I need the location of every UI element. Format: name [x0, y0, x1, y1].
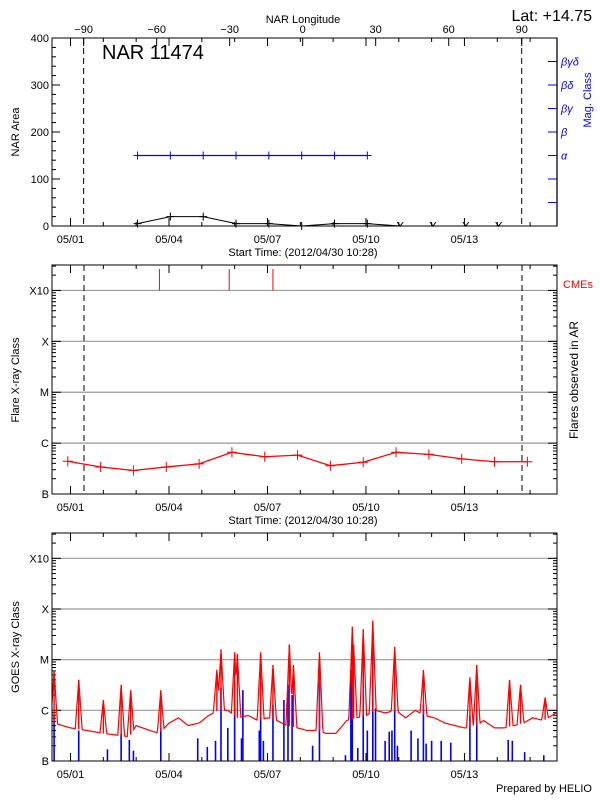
- y-tick-label: 100: [31, 174, 49, 186]
- y-tick-label: M: [40, 655, 49, 667]
- mag-tick-label: β: [560, 127, 568, 139]
- mag-class-point: [297, 151, 306, 160]
- mag-tick-label: βγδ: [560, 57, 580, 69]
- x-tick-label: 05/10: [352, 502, 380, 514]
- area-point: [297, 222, 306, 230]
- flare-point: [358, 457, 369, 468]
- goes-xray-panel: 05/01 05/04 05/07 05/10 05/13 B C M X X10 GOES X-r…: [10, 532, 558, 781]
- flare-point: [423, 449, 434, 460]
- y-tick-label: C: [41, 705, 49, 717]
- mag-class-point: [232, 151, 241, 160]
- x-tick-label: 05/10: [352, 769, 380, 781]
- flare-point: [259, 451, 270, 462]
- flare-point: [161, 461, 172, 472]
- y-tick-label: X: [42, 336, 50, 348]
- area-point: [232, 219, 241, 228]
- area-line: [137, 216, 499, 227]
- lon-tick-label: 0: [300, 24, 306, 36]
- plot-frame: [51, 37, 558, 227]
- area-point: [166, 212, 175, 221]
- mag-tick-label: βδ: [560, 80, 574, 92]
- lon-tick-label: 90: [516, 24, 528, 36]
- y-tick-label: 300: [31, 80, 49, 92]
- x-tick-label: 05/04: [155, 234, 183, 246]
- mag-class-point: [363, 151, 372, 160]
- area-point: [396, 221, 404, 227]
- x-tick-label: 05/04: [155, 769, 183, 781]
- x-tick-label: 05/07: [254, 502, 282, 514]
- mag-tick-label: α: [561, 151, 568, 163]
- mag-class-point: [330, 151, 339, 160]
- lon-tick-label: −30: [220, 24, 239, 36]
- x-tick-label: 05/07: [254, 769, 282, 781]
- mag-class-point: [199, 151, 208, 160]
- y-tick-label: 0: [43, 221, 49, 233]
- y-tick-label: B: [42, 756, 49, 768]
- x-tick-label: 05/01: [57, 234, 85, 246]
- lat-label: Lat: +14.75: [511, 8, 592, 25]
- flare-point: [128, 465, 139, 476]
- area-point: [133, 219, 142, 228]
- mag-class-point: [166, 151, 175, 160]
- x-tick-label: 05/04: [155, 502, 183, 514]
- mag-class-point: [133, 151, 142, 160]
- y-axis-title: Flare X-ray Class: [10, 337, 22, 422]
- flare-class-panel: 05/01 05/04 05/07 05/10 05/13 Start Time: (20…: [10, 264, 593, 527]
- area-point: [264, 219, 273, 228]
- x-tick-label: 05/01: [57, 502, 85, 514]
- lon-axis-title: NAR Longitude: [266, 14, 341, 26]
- y-tick-label: X: [42, 604, 50, 616]
- flare-point: [226, 447, 237, 458]
- region-title: NAR 11474: [102, 42, 204, 64]
- area-point: [429, 221, 437, 227]
- y-tick-label: X10: [29, 553, 49, 565]
- mag-class-point: [264, 151, 273, 160]
- prepared-by-label: Prepared by HELIO: [496, 783, 592, 795]
- flare-point: [489, 456, 500, 467]
- plot-frame: [51, 532, 558, 762]
- flare-point: [456, 453, 467, 464]
- y2-axis-title: Flares observed in AR: [567, 321, 581, 439]
- plot-frame: [51, 264, 558, 495]
- y-tick-label: B: [42, 489, 49, 501]
- flare-point: [62, 456, 73, 467]
- y-tick-label: C: [41, 438, 49, 450]
- x-axis-title: Start Time: (2012/04/30 10:28): [228, 247, 377, 259]
- area-point: [462, 221, 470, 227]
- x-tick-label: 05/01: [57, 769, 85, 781]
- x-tick-label: 05/13: [451, 502, 479, 514]
- lon-tick-label: −60: [147, 24, 166, 36]
- x-axis-title: Start Time: (2012/04/30 10:28): [228, 515, 377, 527]
- flare-point: [95, 461, 106, 472]
- x-tick-label: 05/10: [352, 234, 380, 246]
- y-tick-label: X10: [29, 285, 49, 297]
- mag-axis-title: Mag. Class: [582, 72, 594, 128]
- y-axis-title: NAR Area: [10, 107, 22, 157]
- y-tick-label: M: [40, 387, 49, 399]
- area-point: [495, 221, 503, 227]
- flare-point: [522, 456, 533, 467]
- goes-series: [52, 620, 557, 761]
- lon-tick-label: 60: [443, 24, 455, 36]
- y-tick-label: 200: [31, 127, 49, 139]
- x-tick-label: 05/13: [451, 234, 479, 246]
- goes-long-line: [52, 623, 557, 738]
- flare-point: [325, 460, 336, 471]
- area-point: [363, 219, 372, 228]
- y-axis-title: GOES X-ray Class: [10, 601, 22, 693]
- cme-label: CMEs: [563, 279, 593, 291]
- flare-point: [391, 447, 402, 458]
- area-point: [199, 212, 208, 221]
- lon-tick-label: −90: [74, 24, 93, 36]
- lon-tick-label: 30: [370, 24, 382, 36]
- area-point: [330, 219, 339, 228]
- mag-tick-label: βγ: [560, 104, 574, 116]
- flare-point: [194, 458, 205, 469]
- y-tick-label: 400: [31, 33, 49, 45]
- flare-point: [292, 450, 303, 461]
- x-tick-label: 05/13: [451, 769, 479, 781]
- nar-area-panel: 05/01 05/04 05/07 05/10 05/13 Start Time: (20…: [10, 14, 594, 259]
- x-tick-label: 05/07: [254, 234, 282, 246]
